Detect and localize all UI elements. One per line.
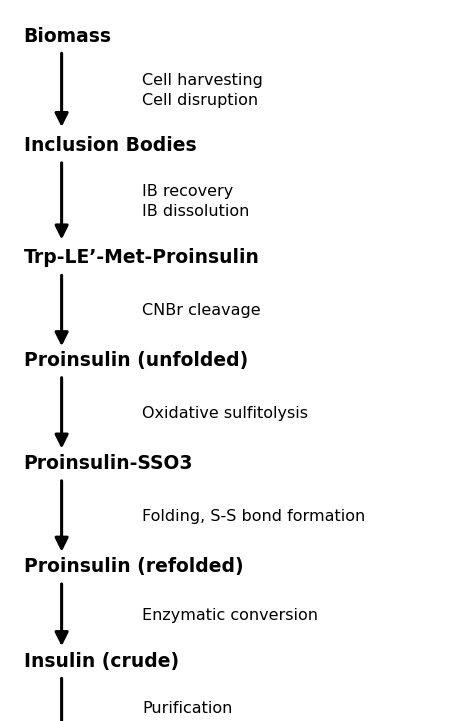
Text: Enzymatic conversion: Enzymatic conversion xyxy=(142,608,318,622)
Text: Proinsulin-SSO3: Proinsulin-SSO3 xyxy=(24,454,193,473)
Text: Biomass: Biomass xyxy=(24,27,112,45)
Text: CNBr cleavage: CNBr cleavage xyxy=(142,304,261,318)
Text: Folding, S-S bond formation: Folding, S-S bond formation xyxy=(142,509,365,523)
Text: Proinsulin (refolded): Proinsulin (refolded) xyxy=(24,557,243,576)
Text: IB recovery
IB dissolution: IB recovery IB dissolution xyxy=(142,184,250,218)
Text: Purification: Purification xyxy=(142,702,233,716)
Text: Cell harvesting
Cell disruption: Cell harvesting Cell disruption xyxy=(142,73,263,107)
Text: Inclusion Bodies: Inclusion Bodies xyxy=(24,136,196,155)
Text: Trp-LE’-Met-Proinsulin: Trp-LE’-Met-Proinsulin xyxy=(24,248,260,267)
Text: Insulin (crude): Insulin (crude) xyxy=(24,652,179,671)
Text: Proinsulin (unfolded): Proinsulin (unfolded) xyxy=(24,351,248,370)
Text: Oxidative sulfitolysis: Oxidative sulfitolysis xyxy=(142,406,308,420)
